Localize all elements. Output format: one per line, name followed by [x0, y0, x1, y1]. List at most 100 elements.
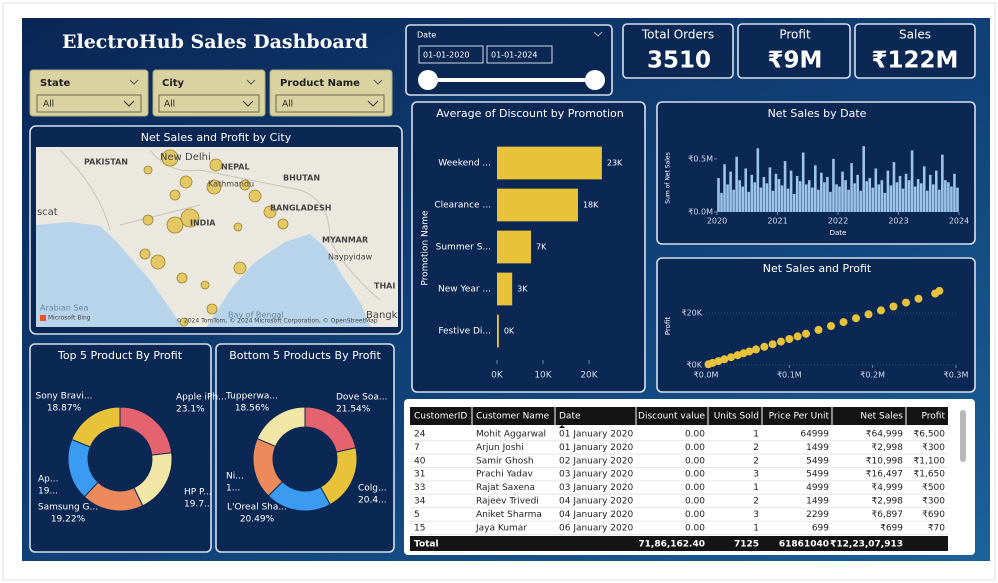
column — [817, 189, 820, 212]
table-cell: 1 — [753, 483, 759, 493]
filter-city[interactable]: City All — [152, 69, 266, 117]
table-cell: 2299 — [806, 510, 829, 520]
category-label: Summer S... — [436, 243, 491, 253]
column — [853, 183, 856, 212]
table-cell: ₹2,998 — [872, 497, 904, 507]
filter-value: All — [43, 100, 54, 110]
point — [727, 353, 735, 362]
table-cell: 699 — [812, 523, 829, 533]
border — [59, 149, 381, 301]
table-cell: Arjun Joshi — [476, 443, 524, 453]
point — [768, 340, 777, 349]
map-label: INDIA — [190, 219, 216, 228]
table-cell: ₹10,998 — [866, 456, 903, 466]
column — [938, 189, 941, 212]
table-cell: ₹16,497 — [866, 470, 903, 480]
chevron — [593, 31, 603, 37]
slice-value: 1... — [226, 484, 240, 494]
total-cell: 7125 — [734, 540, 759, 550]
dropdown[interactable] — [36, 94, 142, 113]
slice-label: Colg... — [358, 484, 387, 494]
column-header[interactable]: Discount value — [638, 412, 705, 422]
slice-value: 18.87% — [47, 404, 82, 414]
table-total — [410, 536, 948, 551]
table-cell: 33 — [414, 483, 425, 493]
column — [877, 184, 881, 212]
column — [925, 190, 929, 212]
chevron — [246, 79, 256, 85]
column — [907, 180, 911, 212]
column — [780, 185, 784, 212]
table-cell: Prachi Yadav — [476, 470, 533, 480]
column — [795, 175, 799, 212]
axis-title: Promotion Name — [421, 210, 431, 286]
point — [877, 306, 885, 315]
column — [759, 187, 763, 212]
column — [862, 146, 865, 212]
column-header[interactable]: Units Sold — [714, 412, 759, 422]
table-cell: 0.00 — [685, 430, 705, 440]
column-header[interactable]: CustomerID — [414, 412, 467, 422]
column — [738, 180, 741, 212]
date-box[interactable] — [418, 45, 484, 64]
column-header[interactable]: Date — [559, 412, 581, 422]
table-cell: 04 January 2020 — [559, 510, 633, 520]
point — [745, 347, 754, 356]
column — [935, 170, 938, 212]
column — [844, 180, 847, 212]
scrollbar[interactable] — [960, 410, 966, 462]
dropdown[interactable] — [275, 94, 385, 113]
column — [829, 191, 832, 212]
table-cell: 1 — [753, 523, 759, 533]
column-header[interactable]: Price Per Unit — [769, 412, 830, 422]
slider-handle[interactable] — [418, 70, 438, 90]
table-cell: Mohit Aggarwal — [476, 430, 546, 440]
map-label: New Delhi — [160, 152, 211, 163]
column-header[interactable]: Profit — [922, 412, 946, 422]
table-cell: 31 — [414, 470, 425, 480]
map-label: Muscat — [22, 207, 58, 218]
slider-handle[interactable] — [585, 70, 605, 90]
table-cell: 1499 — [806, 497, 829, 507]
total-cell: Total — [414, 540, 439, 550]
map-label: Naypyidaw — [328, 253, 373, 262]
x-tick-label: 20K — [580, 371, 598, 381]
column-header[interactable]: Net Sales — [860, 412, 903, 422]
column — [892, 162, 896, 212]
column — [801, 152, 805, 212]
table-cell: 0.00 — [685, 483, 705, 493]
slice-label: L'Oreal Sha... — [227, 503, 287, 513]
column — [756, 148, 760, 212]
y-tick-label: ₹20K — [681, 309, 702, 318]
column — [807, 180, 811, 212]
point — [814, 325, 823, 334]
map[interactable]: PAKISTAN New Delhi NEPAL Kathmandu BHUTA… — [22, 147, 398, 330]
map-logo: Microsoft Bing — [48, 315, 91, 322]
table-cell: 01 January 2020 — [559, 443, 633, 453]
table-cell: 0.00 — [685, 497, 705, 507]
column — [883, 192, 887, 212]
point — [777, 337, 785, 346]
table-cell: ₹699 — [880, 523, 903, 533]
y-tick-label: ₹0.0M — [688, 208, 713, 217]
column-header[interactable]: Customer Name — [476, 412, 550, 422]
dropdown[interactable] — [158, 94, 260, 113]
axis-title: Date — [830, 229, 847, 237]
column — [750, 174, 754, 212]
city-bubbles — [139, 149, 289, 327]
filter-product[interactable]: Product Name All — [269, 69, 393, 117]
point — [827, 322, 835, 330]
category-label: Weekend ... — [438, 159, 491, 169]
data-label: 23K — [607, 159, 623, 168]
filter-state[interactable]: State All — [29, 69, 149, 117]
point — [720, 355, 729, 364]
date-box[interactable] — [486, 45, 553, 64]
kpi-card — [622, 23, 734, 79]
date-slicer[interactable]: Date 01-01-2020 01-01-2024 — [405, 24, 613, 96]
x-tick-label: ₹0.0M — [694, 371, 719, 380]
slice-value: 19... — [38, 487, 58, 497]
chart-title: Net Sales by Date — [768, 107, 867, 120]
filter-label: Product Name — [280, 78, 360, 89]
column — [783, 161, 787, 212]
table-panel — [404, 399, 975, 555]
